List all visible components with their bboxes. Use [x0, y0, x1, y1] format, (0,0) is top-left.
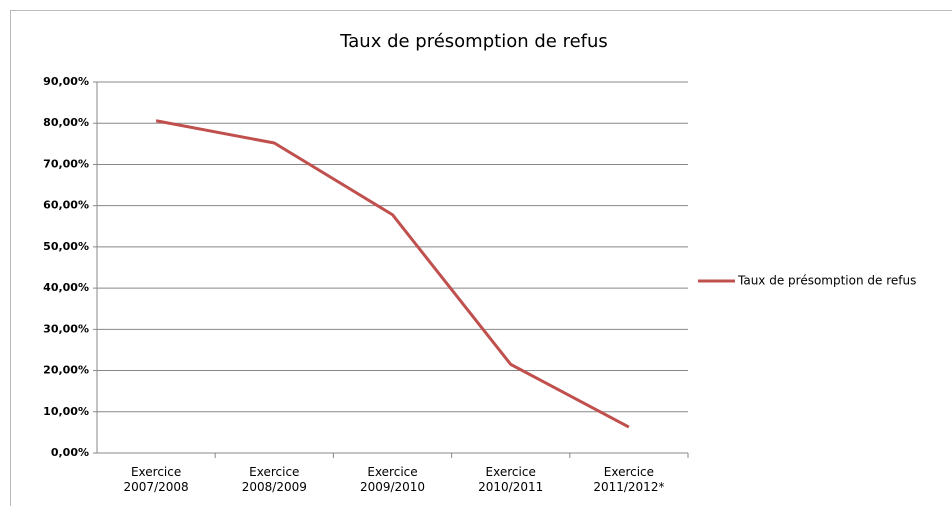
y-tick-label: 40,00%: [43, 281, 89, 294]
y-tick-label: 60,00%: [43, 199, 89, 212]
y-tick-label: 50,00%: [43, 240, 89, 253]
x-tick-label: Exercice 2009/2010: [359, 465, 426, 494]
y-tick-label: 70,00%: [43, 157, 89, 170]
x-tick-label: Exercice 2008/2009: [241, 465, 307, 494]
y-tick-label: 30,00%: [43, 322, 89, 335]
y-tick-label: 80,00%: [43, 116, 89, 129]
y-tick-label: 10,00%: [43, 405, 89, 418]
y-tick-label: 20,00%: [43, 364, 89, 377]
chart-frame: [10, 10, 952, 506]
x-tick-label: Exercice 2007/2008: [123, 465, 189, 494]
x-tick-label: Exercice 2010/2011: [478, 465, 544, 494]
chart-title: Taux de présomption de refus: [339, 31, 608, 52]
data-line: [155, 119, 630, 429]
y-tick-label: 0,00%: [51, 446, 89, 459]
y-tick-label: 90,00%: [43, 75, 89, 88]
legend-label: Taux de présomption de refus: [737, 274, 916, 288]
x-tick-label: Exercice 2011/2012*: [593, 465, 665, 494]
